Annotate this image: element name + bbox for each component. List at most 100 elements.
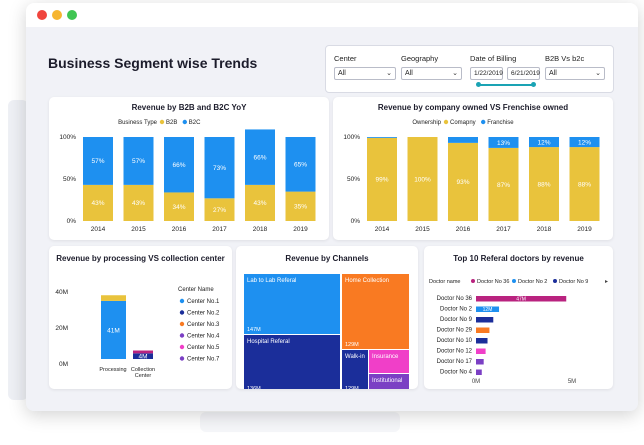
date-to-input[interactable]: 6/21/2019 [507,67,540,80]
b2b-select-value: All [549,70,557,77]
x-tick-label: 2016 [172,226,187,233]
x-tick-label: 5M [568,379,576,385]
chart-title: Revenue by processing VS collection cent… [56,254,225,263]
channels-treemap: Lab to Lab Referal 147M Home Collection 129… [244,274,409,389]
bar-value-label: 43% [132,200,145,207]
x-tick-label: 2019 [577,226,592,233]
legend-label: B2C [189,120,201,126]
bar-value-label: 13% [497,140,510,147]
chart-title: Revenue by Channels [285,254,369,263]
legend-marker [481,119,486,125]
legend-marker [179,333,185,338]
bar-value-label: 34% [172,204,185,211]
geography-select-value: All [405,70,413,77]
treemap-tile-label: Home Collection [345,278,389,284]
y-tick-label: Doctor No 29 [437,328,473,334]
center-select[interactable]: All ⌄ [334,67,396,80]
y-tick-label: Doctor No 9 [440,317,473,323]
bar [476,317,494,323]
chevron-down-icon: ⌄ [386,70,392,77]
minimize-window-icon[interactable] [52,10,62,20]
bar-segment [245,129,275,185]
background-ghost-left [8,100,28,400]
bar-segment [133,350,153,354]
geography-filter-label: Geography [401,54,439,63]
y-tick-label: 100% [59,134,76,141]
panel-top-doctors: Top 10 Referal doctors by revenue Doctor… [424,246,613,389]
treemap-tile-value: 129M [345,342,359,348]
bar-value-label: 57% [91,158,104,165]
legend-title: Doctor name [429,279,461,285]
x-tick-label: 2015 [415,226,430,233]
treemap-tile-label: Insurance [372,354,399,360]
bar-segment [529,147,559,221]
legend-label: Center No.7 [187,357,220,363]
legend-label: Center No.3 [187,322,220,328]
bar-value-label: 47M [516,297,526,303]
legend-label: B2B [166,120,177,126]
treemap-tile-value: 129M [345,386,359,389]
center-select-value: All [338,70,346,77]
y-tick-label: 20M [55,325,68,332]
geography-select[interactable]: All ⌄ [401,67,462,80]
date-filter-label: Date of Billing [470,54,517,63]
x-tick-label: 2014 [91,226,106,233]
y-tick-label: Doctor No 2 [440,307,473,313]
maximize-window-icon[interactable] [67,10,77,20]
page-title: Business Segment wise Trends [48,55,258,71]
ownership-chart: Ownership Comapny Franchise 100% 50% 0% 99% 201… [343,119,600,233]
bar-value-label: 4M [138,353,147,360]
treemap-tile [369,350,409,373]
bar-segment [164,137,194,193]
bar [476,327,490,333]
chart-title: Revenue by company owned VS Frenchise ow… [377,103,569,112]
treemap-tile-label: Walk-in [345,354,365,360]
bar-value-label: 66% [172,162,185,169]
date-to-value: 6/21/2019 [511,70,540,77]
bar-value-label: 12M [483,307,493,313]
background-ghost-bottom [200,412,400,432]
legend-label: Doctor No 9 [559,279,588,285]
legend-marker [159,119,165,125]
bar-value-label: 93% [456,179,469,186]
bar-value-label: 43% [91,200,104,207]
bar-value-label: 43% [253,200,266,207]
date-range-slider[interactable] [478,84,533,86]
legend-marker [471,279,475,283]
y-tick-label: 50% [63,176,76,183]
bar-value-label: 100% [414,176,431,183]
bar-segment [164,192,194,221]
x-tick-label: 2017 [212,226,227,233]
date-range-end-handle[interactable] [531,82,536,87]
y-tick-label: Doctor No 17 [437,359,473,365]
b2b-b2c-chart: Business Type B2B B2C 100% 50% 0% 43% 57% 2014 43… [59,119,316,233]
chart-title: Top 10 Referal doctors by revenue [453,254,584,263]
bar-segment [133,353,153,359]
treemap-tile [244,274,340,334]
bar-segment [569,137,600,148]
b2b-select[interactable]: All ⌄ [545,67,605,80]
chevron-down-icon: ⌄ [595,70,601,77]
legend-title: Ownership [412,120,441,126]
date-range-start-handle[interactable] [476,82,481,87]
y-tick-label: 0% [67,218,77,225]
bar-value-label: 57% [132,158,145,165]
y-tick-label: 0% [351,218,361,225]
y-tick-label: 50% [347,176,360,183]
close-window-icon[interactable] [37,10,47,20]
bar [476,338,488,344]
legend-marker [179,344,185,350]
bar-segment [285,191,316,221]
bar-value-label: 35% [294,204,307,211]
bar-segment [448,137,478,143]
legend-label: Center No.1 [187,299,220,305]
bar-segment [123,184,154,221]
x-tick-label: 2016 [456,226,471,233]
date-from-input[interactable]: 1/22/2019 [470,67,503,80]
legend-label: Center No.2 [187,311,220,317]
bar-value-label: 99% [375,177,388,184]
x-tick-label: Center [135,373,152,379]
bar-segment [529,137,559,148]
bar-value-label: 41M [107,327,120,334]
bar-segment [101,300,126,359]
